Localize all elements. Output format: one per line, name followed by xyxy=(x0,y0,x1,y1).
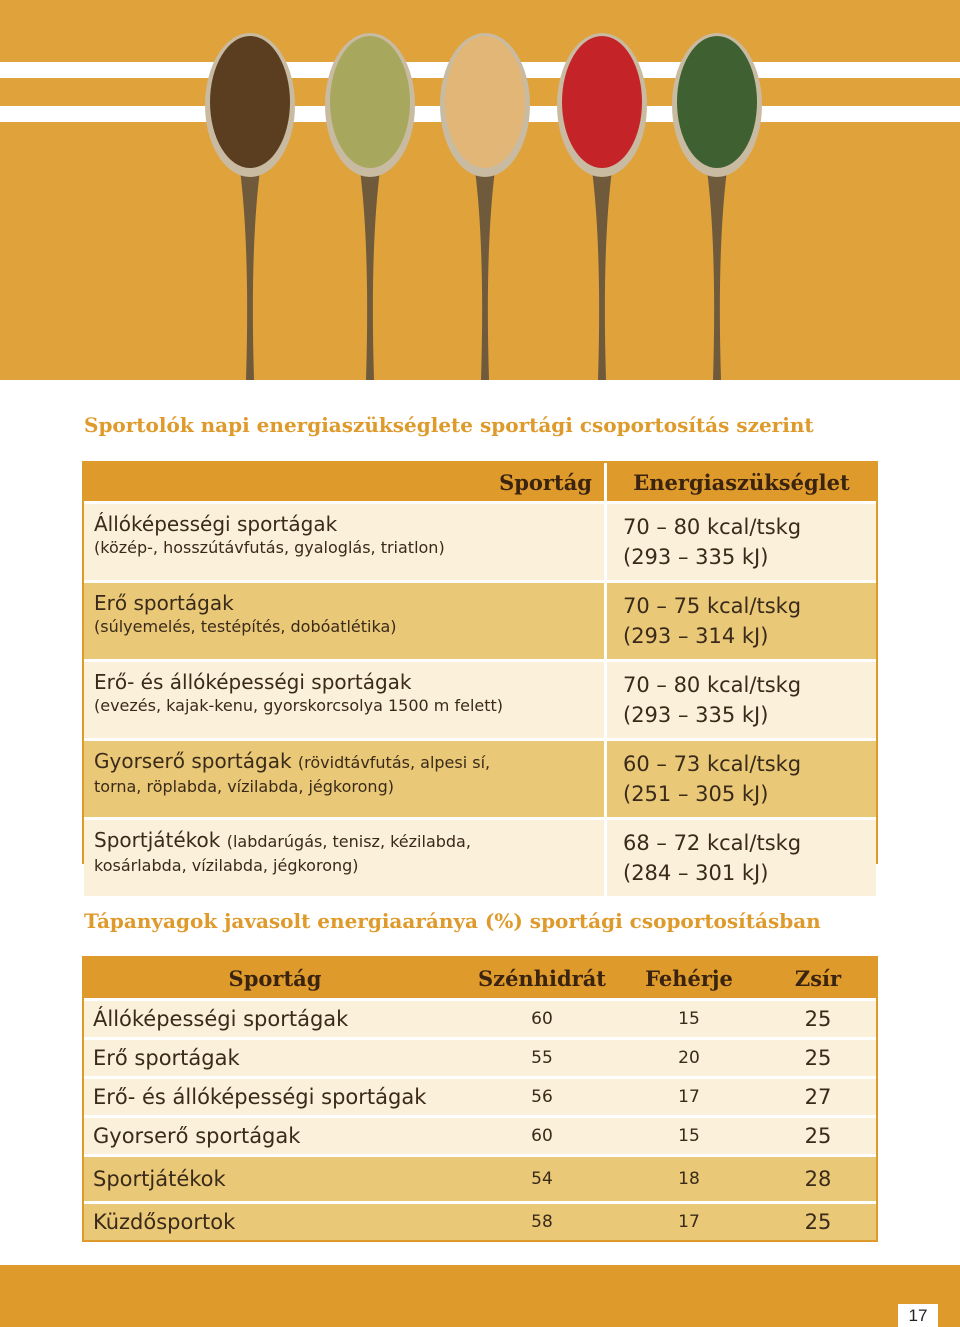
sport-name: Sportjátékok xyxy=(84,1154,466,1203)
sport-name: Sportjátékok xyxy=(94,828,221,852)
sport-name: Erő- és állóképességi sportágak xyxy=(84,1076,466,1117)
protein-value: 18 xyxy=(618,1154,760,1203)
energy-kj: (293 – 335 kJ) xyxy=(623,545,769,569)
protein-value: 15 xyxy=(618,998,760,1039)
sport-examples-cont: kosárlabda, vízilabda, jégkorong) xyxy=(94,856,359,875)
spoon-paprika-image xyxy=(557,33,647,380)
carb-value: 60 xyxy=(466,998,618,1039)
fat-value: 28 xyxy=(760,1154,876,1203)
energy-cell: 70 – 80 kcal/tskg (293 – 335 kJ) xyxy=(604,659,876,740)
sport-examples: (labdarúgás, tenisz, kézilabda, xyxy=(226,832,471,851)
sport-name: Erő- és állóképességi sportágak xyxy=(94,670,412,694)
spoon-cumin-image xyxy=(205,33,295,380)
sport-cell: Erő- és állóképességi sportágak (evezés,… xyxy=(84,659,606,740)
spice-spoons-banner xyxy=(0,0,960,380)
section1-title: Sportolók napi energiaszükséglete sportá… xyxy=(84,413,814,437)
sport-name: Állóképességi sportágak xyxy=(94,512,338,536)
energy-kcal: 68 – 72 kcal/tskg xyxy=(623,831,802,855)
table-row: Erő- és állóképességi sportágak (evezés,… xyxy=(84,659,876,740)
page-number: 17 xyxy=(898,1304,938,1327)
sport-line: Sportjátékok (labdarúgás, tenisz, kézila… xyxy=(94,828,594,854)
energy-kcal: 60 – 73 kcal/tskg xyxy=(623,752,802,776)
energy-kcal: 70 – 75 kcal/tskg xyxy=(623,594,802,618)
protein-value: 17 xyxy=(618,1076,760,1117)
energy-requirement-table: Sportág Energiaszükséglet Állóképességi … xyxy=(84,463,876,896)
sport-examples: (súlyemelés, testépítés, dobóatlétika) xyxy=(94,617,397,636)
spoon-ginger-powder-image xyxy=(440,33,530,380)
energy-cell: 68 – 72 kcal/tskg (284 – 301 kJ) xyxy=(604,817,876,896)
energy-kj: (251 – 305 kJ) xyxy=(623,782,769,806)
sport-line: Gyorserő sportágak (rövidtávfutás, alpes… xyxy=(94,749,594,775)
energy-kcal: 70 – 80 kcal/tskg xyxy=(623,673,802,697)
carb-value: 56 xyxy=(466,1076,618,1117)
energy-cell: 60 – 73 kcal/tskg (251 – 305 kJ) xyxy=(604,738,876,819)
section2-title: Tápanyagok javasolt energiaaránya (%) sp… xyxy=(84,909,821,933)
sport-cell: Erő sportágak (súlyemelés, testépítés, d… xyxy=(84,580,606,661)
sport-name: Állóképességi sportágak xyxy=(84,998,466,1039)
protein-value: 20 xyxy=(618,1037,760,1078)
sport-name: Erő sportágak xyxy=(84,1037,466,1078)
spoon-green-powder-image xyxy=(325,33,415,380)
fat-value: 25 xyxy=(760,1201,876,1240)
energy-kj: (293 – 335 kJ) xyxy=(623,703,769,727)
energy-kj: (293 – 314 kJ) xyxy=(623,624,769,648)
sport-name: Gyorserő sportágak xyxy=(94,749,292,773)
carb-value: 60 xyxy=(466,1115,618,1156)
fat-value: 25 xyxy=(760,998,876,1039)
fat-value: 27 xyxy=(760,1076,876,1117)
sport-examples: (evezés, kajak-kenu, gyorskorcsolya 1500… xyxy=(94,696,504,715)
table-row: Állóképességi sportágak (közép-, hosszút… xyxy=(84,501,876,582)
carb-value: 58 xyxy=(466,1201,618,1240)
spoon-dill-image xyxy=(672,33,762,380)
carb-value: 54 xyxy=(466,1154,618,1203)
table-row: Sportjátékok 54 18 28 xyxy=(84,1154,876,1203)
sport-name: Erő sportágak xyxy=(94,591,234,615)
sport-name: Gyorserő sportágak xyxy=(84,1115,466,1156)
table-row: Gyorserő sportágak (rövidtávfutás, alpes… xyxy=(84,738,876,819)
energy-kj: (284 – 301 kJ) xyxy=(623,861,769,885)
table-row: Küzdősportok 58 17 25 xyxy=(84,1201,876,1240)
table-row: Erő- és állóképességi sportágak 56 17 27 xyxy=(84,1076,876,1117)
energy-cell: 70 – 75 kcal/tskg (293 – 314 kJ) xyxy=(604,580,876,661)
table-row: Gyorserő sportágak 60 15 25 xyxy=(84,1115,876,1156)
sport-examples: (rövidtávfutás, alpesi sí, xyxy=(297,753,491,772)
table-header-row: Sportág Energiaszükséglet xyxy=(84,463,876,503)
sport-cell: Állóképességi sportágak (közép-, hosszút… xyxy=(84,501,606,582)
header-carb: Szénhidrát xyxy=(466,958,618,1000)
header-energy: Energiaszükséglet xyxy=(604,463,876,503)
header-fat: Zsír xyxy=(760,958,876,1000)
macro-table-frame xyxy=(82,956,878,1242)
energy-kcal: 70 – 80 kcal/tskg xyxy=(623,515,802,539)
sport-cell: Gyorserő sportágak (rövidtávfutás, alpes… xyxy=(84,738,606,819)
fat-value: 25 xyxy=(760,1115,876,1156)
sport-examples-cont: torna, röplabda, vízilabda, jégkorong) xyxy=(94,777,394,796)
protein-value: 17 xyxy=(618,1201,760,1240)
table-row: Erő sportágak (súlyemelés, testépítés, d… xyxy=(84,580,876,661)
footer-band xyxy=(0,1265,960,1327)
header-sport: Sportág xyxy=(84,958,466,1000)
fat-value: 25 xyxy=(760,1037,876,1078)
sport-name: Küzdősportok xyxy=(84,1201,466,1240)
carb-value: 55 xyxy=(466,1037,618,1078)
macronutrient-table: Sportág Szénhidrát Fehérje Zsír Állóképe… xyxy=(84,958,876,1240)
header-protein: Fehérje xyxy=(618,958,760,1000)
header-sport: Sportág xyxy=(84,463,606,503)
table-row: Erő sportágak 55 20 25 xyxy=(84,1037,876,1078)
table-header-row: Sportág Szénhidrát Fehérje Zsír xyxy=(84,958,876,1000)
sport-examples: (közép-, hosszútávfutás, gyaloglás, tria… xyxy=(94,538,445,557)
protein-value: 15 xyxy=(618,1115,760,1156)
sport-cell: Sportjátékok (labdarúgás, tenisz, kézila… xyxy=(84,817,606,896)
table-row: Állóképességi sportágak 60 15 25 xyxy=(84,998,876,1039)
table-row: Sportjátékok (labdarúgás, tenisz, kézila… xyxy=(84,817,876,896)
energy-cell: 70 – 80 kcal/tskg (293 – 335 kJ) xyxy=(604,501,876,582)
